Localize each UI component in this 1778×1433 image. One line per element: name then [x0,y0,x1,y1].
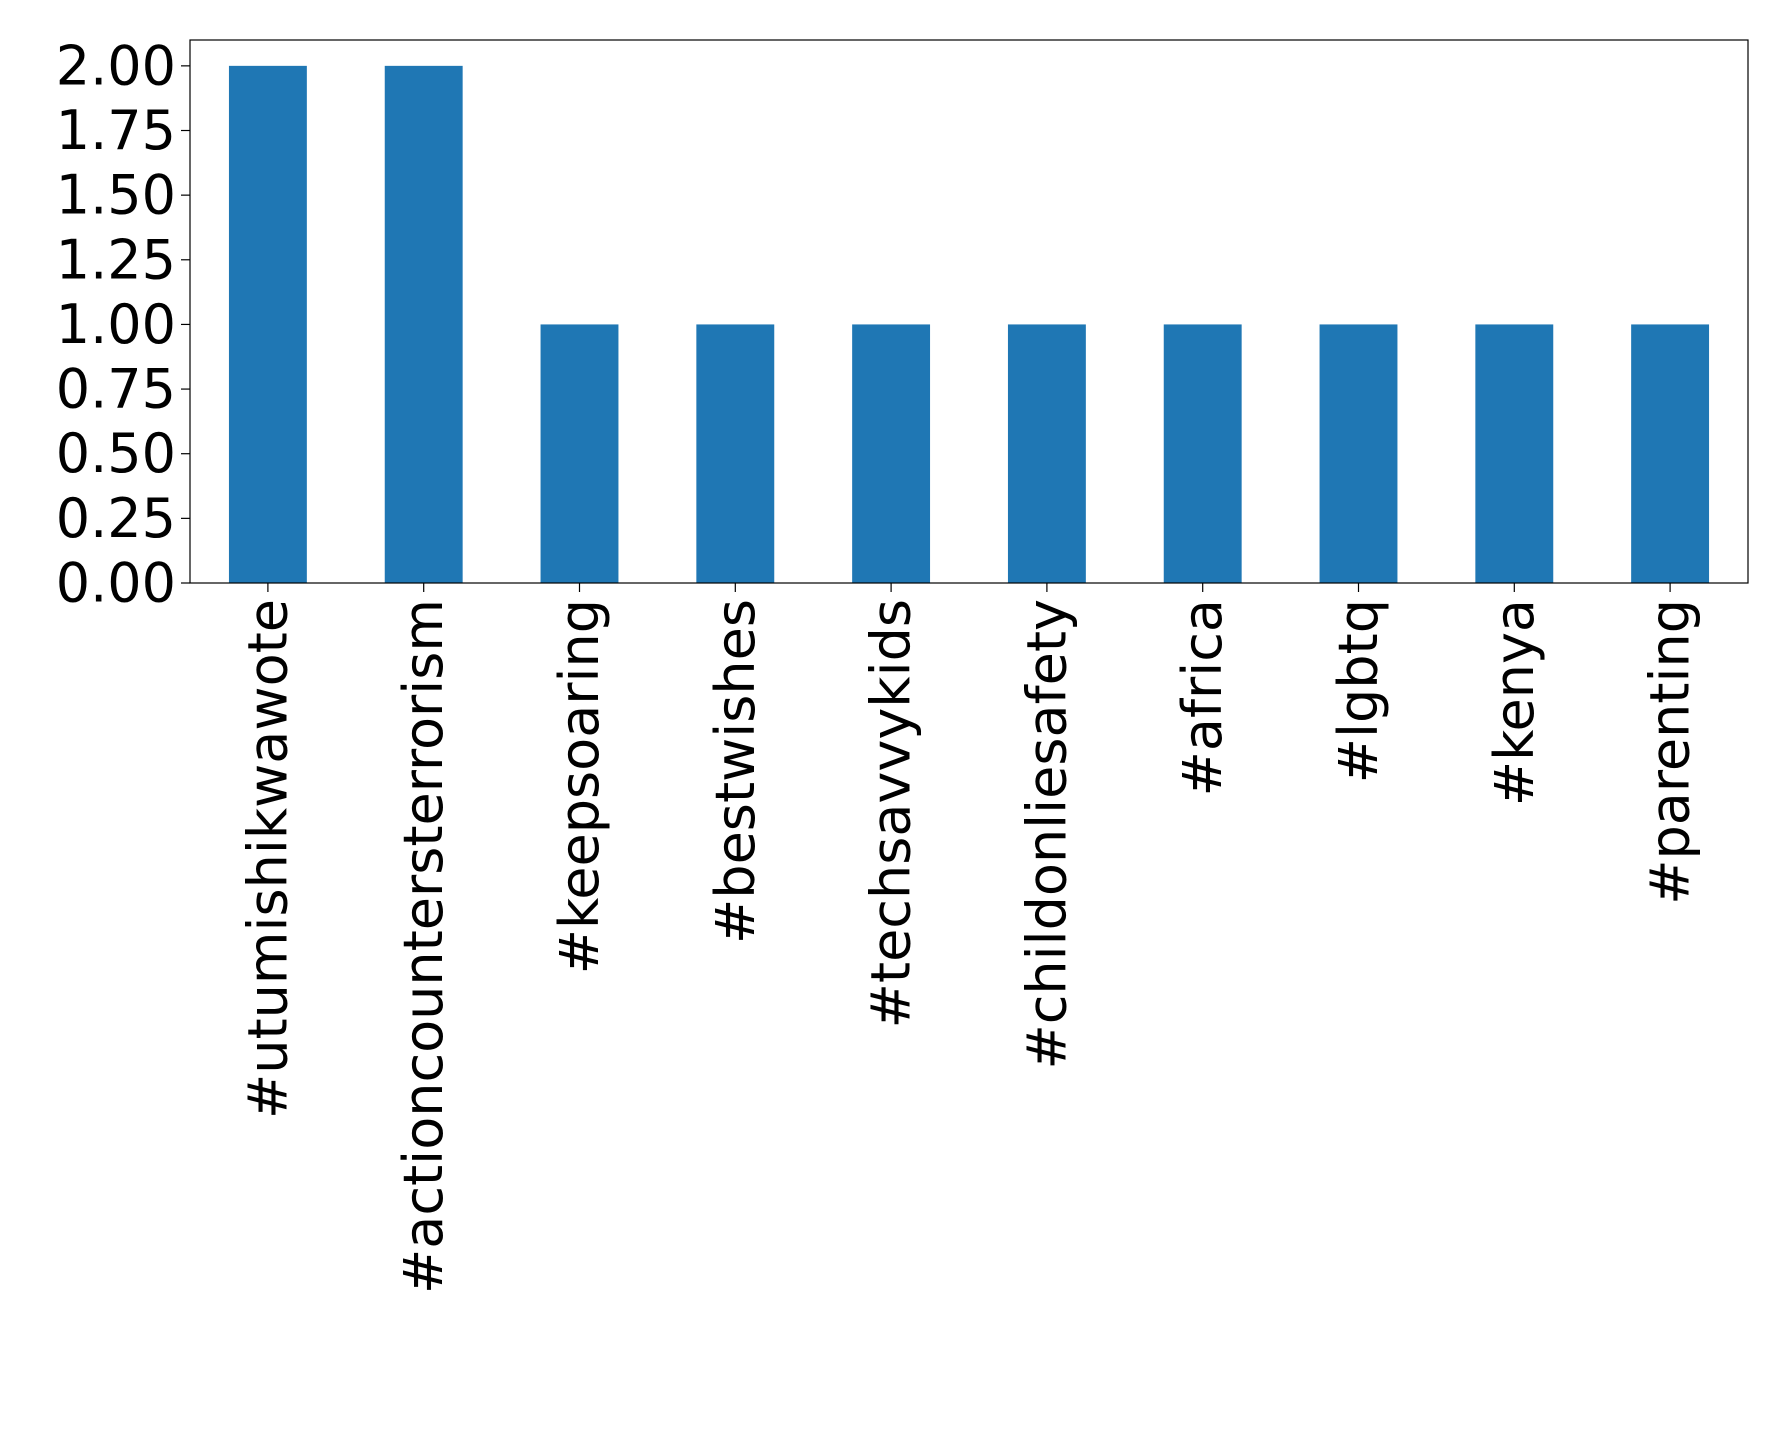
bars-layer [228,65,1710,584]
x-tick-label: #keepsoaring [548,599,611,974]
y-tick-label: 1.50 [56,164,176,227]
x-tick-label: #utumishikwawote [236,599,299,1119]
x-tick-label: #bestwishes [704,599,767,944]
x-tick-label: #actioncountersterrorism [392,599,455,1294]
y-tick-label: 1.75 [56,99,176,162]
x-tick-label: #kenya [1483,599,1546,806]
x-tick-label: #childonliesafety [1015,599,1078,1070]
y-tick-label: 0.50 [56,422,176,485]
bar-parenting [1631,324,1710,583]
x-tick-label: #techsavvykids [860,599,923,1028]
x-tick-label: #parenting [1639,599,1702,905]
bar-utumishikwawote [228,65,307,584]
y-tick-label: 0.00 [56,552,176,615]
y-tick-label: 2.00 [56,34,176,97]
y-tick-label: 0.75 [56,358,176,421]
plot-frame [189,39,1749,584]
bar-lgbtq [1319,324,1398,583]
bar-bestwishes [696,324,775,583]
y-tick-label: 1.00 [56,293,176,356]
y-tick-label: 0.25 [56,487,176,550]
x-tick-label: #africa [1171,599,1234,796]
bar-kenya [1475,324,1554,583]
y-tick-label: 1.25 [56,228,176,291]
bar-childonliesafety [1007,324,1086,583]
x-tick-label: #lgbtq [1327,599,1390,783]
x-axis: #utumishikwawote #actioncountersterrorism… [236,583,1702,1294]
bar-keepsoaring [540,324,619,583]
bar-actioncountersterrorism [384,65,463,584]
bar-techsavvykids [852,324,931,583]
y-axis: 0.000.250.500.751.001.251.501.752.00 [56,34,190,615]
bar-africa [1163,324,1242,583]
